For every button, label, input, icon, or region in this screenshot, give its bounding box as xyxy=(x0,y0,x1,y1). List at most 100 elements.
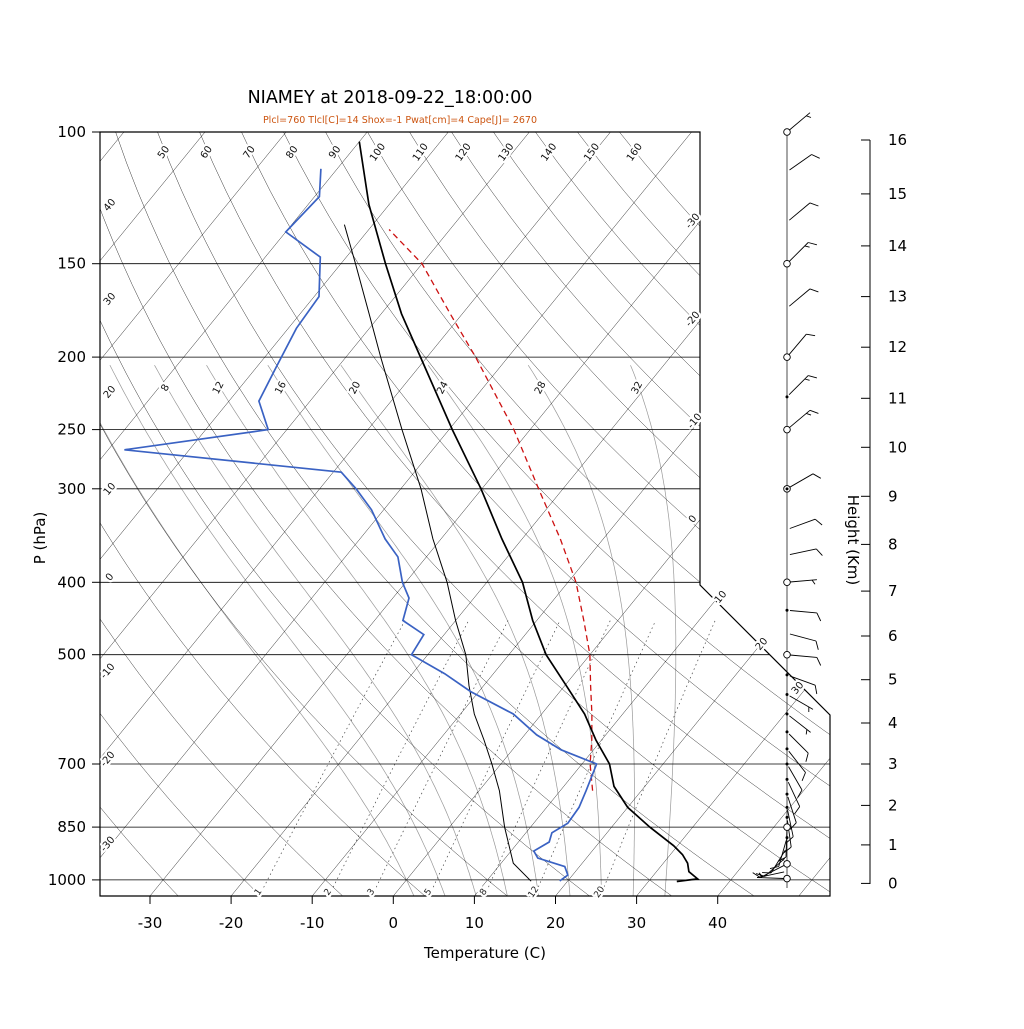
dry-adiabat-line xyxy=(0,132,342,896)
grid-label: 0 xyxy=(687,513,700,525)
grid-label: 80 xyxy=(284,144,300,161)
isotherm-line xyxy=(718,132,1024,896)
grid-label: 30 xyxy=(102,291,119,308)
barb-full xyxy=(806,753,808,762)
wind-barb xyxy=(790,549,823,556)
grid-label: 10 xyxy=(102,481,119,498)
barb-full xyxy=(815,685,817,694)
station-dot xyxy=(786,730,789,733)
station-dot xyxy=(786,712,789,715)
isotherm-line xyxy=(556,132,1024,896)
height-tick-label: 2 xyxy=(888,796,898,814)
station-circle xyxy=(784,579,791,586)
isotherm-line xyxy=(0,132,367,896)
barb-full xyxy=(817,657,821,665)
grid-label: 40 xyxy=(102,197,119,214)
height-tick-label: 10 xyxy=(888,438,907,456)
height-tick-label: 16 xyxy=(888,131,907,149)
grid-label: 8 xyxy=(159,383,172,394)
pressure-tick-label: 200 xyxy=(57,348,86,366)
temperature-tick-label: 20 xyxy=(546,914,565,932)
temperature-curve xyxy=(359,142,697,882)
mixing-ratio-line xyxy=(601,621,716,896)
mixing-ratio-line xyxy=(329,621,469,896)
barb-full xyxy=(808,376,817,378)
barb-full xyxy=(815,519,822,525)
dry-adiabat-line xyxy=(410,132,1024,896)
grid-label: 28 xyxy=(533,380,549,396)
moist-adiabat-line xyxy=(428,365,601,896)
grid-label: 50 xyxy=(156,144,172,161)
station-dot xyxy=(786,806,789,809)
height-tick-label: 15 xyxy=(888,185,907,203)
moist-adiabat-line xyxy=(341,365,570,896)
mixing-ratio-line xyxy=(485,621,611,896)
barb-shaft xyxy=(790,155,812,171)
height-tick-label: 14 xyxy=(888,237,907,255)
plot-frame xyxy=(100,132,830,896)
barb-full xyxy=(812,155,820,159)
barb-full xyxy=(795,807,800,814)
barb-shaft xyxy=(789,751,806,772)
barb-half xyxy=(812,580,815,584)
barb-shaft xyxy=(789,113,810,130)
grid-label: 20 xyxy=(102,384,119,401)
station-dot xyxy=(786,673,789,676)
barb-shaft xyxy=(789,376,808,395)
barb-shaft xyxy=(789,289,810,306)
grid-label: 20 xyxy=(754,636,771,653)
barb-shaft xyxy=(789,410,810,427)
dry-adiabat-line xyxy=(116,132,754,896)
wind-barb xyxy=(778,824,790,862)
station-circle xyxy=(784,861,791,868)
barb-half xyxy=(806,730,807,735)
barb-full xyxy=(816,549,822,556)
pressure-tick-label: 400 xyxy=(57,573,86,591)
wind-barb xyxy=(786,609,821,621)
mixing-ratio-line xyxy=(429,621,560,896)
dry-adiabat-line xyxy=(0,132,178,896)
wind-barb xyxy=(784,113,811,136)
grid-label: -20 xyxy=(99,750,118,770)
dewpoint-curve xyxy=(124,169,596,881)
isotherm-line xyxy=(0,132,529,896)
barb-shaft xyxy=(789,334,806,355)
wind-barb xyxy=(786,376,817,399)
height-tick-label: 8 xyxy=(888,535,898,553)
moist-adiabat-line xyxy=(268,365,539,896)
height-tick-label: 5 xyxy=(888,671,898,689)
wind-barb xyxy=(784,579,817,586)
grid-label: 10 xyxy=(713,589,730,606)
dry-adiabat-line xyxy=(619,132,1024,896)
barb-shaft xyxy=(790,611,817,613)
grid-label: -10 xyxy=(686,412,705,432)
wind-barb xyxy=(786,712,811,734)
pressure-tick-label: 1000 xyxy=(48,871,86,889)
station-dot xyxy=(786,836,789,839)
station-dot xyxy=(786,487,789,490)
wind-barb xyxy=(784,651,821,665)
mixing-ratio-line xyxy=(535,621,656,896)
barb-full xyxy=(808,243,817,245)
pressure-tick-label: 250 xyxy=(57,421,86,439)
grid-label: 90 xyxy=(327,144,343,161)
mixing-ratio-line xyxy=(372,621,508,896)
wind-barb xyxy=(790,634,818,650)
temperature-tick-label: 40 xyxy=(708,914,727,932)
barb-shaft xyxy=(790,634,816,641)
chart-title: NIAMEY at 2018-09-22_18:00:00 xyxy=(248,88,533,108)
pressure-tick-label: 500 xyxy=(57,646,86,664)
height-axis-title: Height (Km) xyxy=(844,495,862,586)
barb-shaft xyxy=(790,519,815,528)
station-dot xyxy=(786,609,789,612)
wind-barb xyxy=(789,289,818,306)
station-circle xyxy=(784,875,791,882)
dry-adiabat-line xyxy=(577,132,1024,896)
barb-shaft xyxy=(790,655,817,657)
barb-full xyxy=(806,334,815,336)
grid-label: 20 xyxy=(592,885,607,900)
wind-barb-column xyxy=(753,113,823,888)
barb-shaft xyxy=(760,865,784,877)
pressure-axis-title: P (hPa) xyxy=(31,512,49,565)
